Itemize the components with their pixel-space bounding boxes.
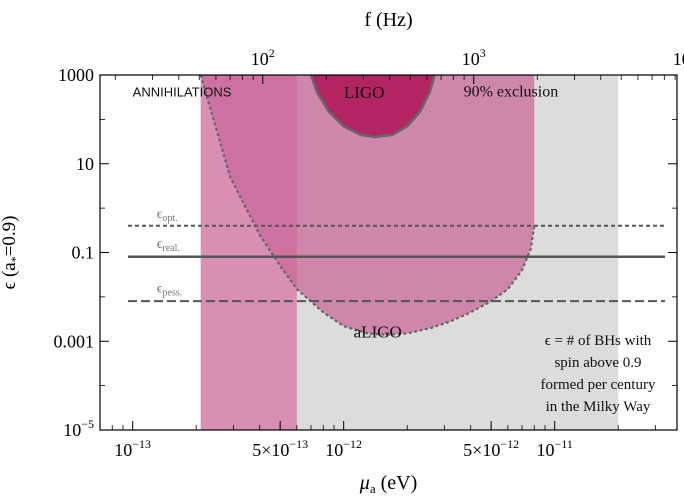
ligo-region	[311, 75, 435, 137]
x-tick-label: 10−11	[537, 437, 573, 460]
ligo-label: LIGO	[344, 83, 385, 102]
note-line-1: ϵ = # of BHs with	[545, 333, 652, 349]
x2-tick-label: 104	[673, 46, 684, 69]
y-tick-label: 0.001	[54, 331, 95, 351]
epsilon-label-pess: ϵpess.	[157, 282, 182, 299]
aligo-region	[200, 75, 535, 335]
x-tick-label: 10−13	[114, 437, 151, 460]
x-tick-label: 10−12	[325, 437, 362, 460]
x-tick-label: 5×10−13	[252, 437, 308, 460]
aligo-label: aLIGO	[354, 323, 402, 342]
note-line-2: spin above 0.9	[554, 355, 641, 371]
annihilations-label: ANNIHILATIONS	[133, 85, 232, 100]
note-line-4: in the Milky Way	[546, 399, 651, 415]
x2-tick-label: 102	[251, 46, 275, 69]
y-tick-label: 1000	[58, 65, 94, 85]
y-axis-label: ϵ (a*=0.9)	[0, 216, 22, 290]
note-line-3: formed per century	[541, 377, 656, 393]
x-tick-label: 5×10−12	[463, 437, 519, 460]
exclusion-label: 90% exclusion	[464, 84, 559, 101]
x-axis-label: μa (eV)	[359, 472, 417, 496]
y-tick-label: 0.1	[72, 243, 95, 263]
ligo-boundary	[309, 75, 436, 139]
x2-tick-label: 103	[462, 46, 486, 69]
y-tick-label: 10	[76, 154, 94, 174]
epsilon-label-real: ϵreal.	[157, 237, 180, 254]
x2-axis-label: f (Hz)	[364, 9, 412, 31]
epsilon-label-opt: ϵopt.	[157, 207, 178, 224]
y-tick-label: 10−5	[63, 417, 94, 440]
